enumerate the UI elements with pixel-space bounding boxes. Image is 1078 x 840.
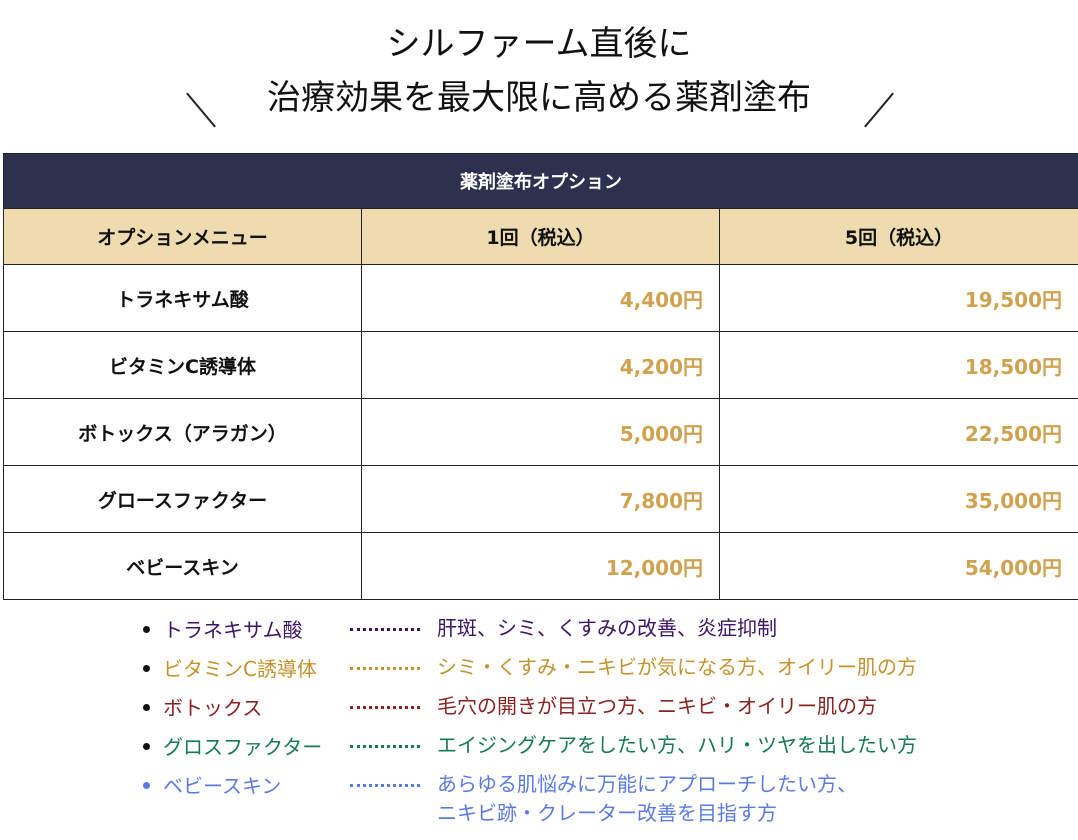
option-name: トラネキサム酸 [3,264,362,332]
table-row: ベビースキン 12,000円 54,000円 [3,532,1078,600]
bullet-icon [143,665,150,672]
price-once: 4,200円 [361,331,720,399]
option-name: ビタミンC誘導体 [3,331,362,399]
price-once: 4,400円 [361,264,720,332]
option-name: グロースファクター [3,465,362,533]
legend-name: グロスファクター [163,735,323,759]
price-five: 22,500円 [719,398,1078,466]
price-five: 18,500円 [719,331,1078,399]
price-once: 5,000円 [361,398,720,466]
dotted-leader [350,706,420,709]
bullet-icon [143,626,150,633]
table-row: グロースファクター 7,800円 35,000円 [3,465,1078,533]
header-five: 5回（税込） [719,208,1078,265]
table-row: ビタミンC誘導体 4,200円 18,500円 [3,331,1078,399]
dotted-leader [350,745,420,748]
bullet-icon [143,704,150,711]
legend-name: ビタミンC誘導体 [163,657,317,681]
bullet-icon [143,743,150,750]
legend-desc: あらゆる肌悩みに万能にアプローチしたい方、 [437,772,857,796]
legend-name: トラネキサム酸 [163,618,303,642]
legend-desc: エイジングケアをしたい方、ハリ・ツヤを出したい方 [437,733,917,757]
price-once: 7,800円 [361,465,720,533]
header-menu: オプションメニュー [3,208,362,265]
title-line-1: シルファーム直後に [386,24,692,64]
title-line-2: 治療効果を最大限に高める薬剤塗布 [267,78,811,118]
dotted-leader [350,784,420,787]
legend-name: ベビースキン [163,774,282,798]
table-row: トラネキサム酸 4,400円 19,500円 [3,264,1078,332]
bullet-icon [143,782,150,789]
legend-desc: 肝斑、シミ、くすみの改善、炎症抑制 [437,616,777,640]
legend-desc-2: ニキビ跡・クレーター改善を目指す方 [437,801,777,825]
price-table: 薬剤塗布オプション オプションメニュー 1回（税込） 5回（税込） トラネキサム… [3,153,1078,600]
legend-desc: 毛穴の開きが目立つ方、ニキビ・オイリー肌の方 [437,694,877,718]
price-five: 19,500円 [719,264,1078,332]
dotted-leader [350,667,420,670]
table-row: ボトックス（アラガン） 5,000円 22,500円 [3,398,1078,466]
legend-desc: シミ・くすみ・ニキビが気になる方、オイリー肌の方 [437,655,917,679]
price-once: 12,000円 [361,532,720,600]
table-caption: 薬剤塗布オプション [3,153,1078,209]
price-five: 35,000円 [719,465,1078,533]
legend-name: ボトックス [163,696,263,720]
option-name: ベビースキン [3,532,362,600]
header-once: 1回（税込） [361,208,720,265]
price-five: 54,000円 [719,532,1078,600]
option-name: ボトックス（アラガン） [3,398,362,466]
dotted-leader [350,628,420,631]
